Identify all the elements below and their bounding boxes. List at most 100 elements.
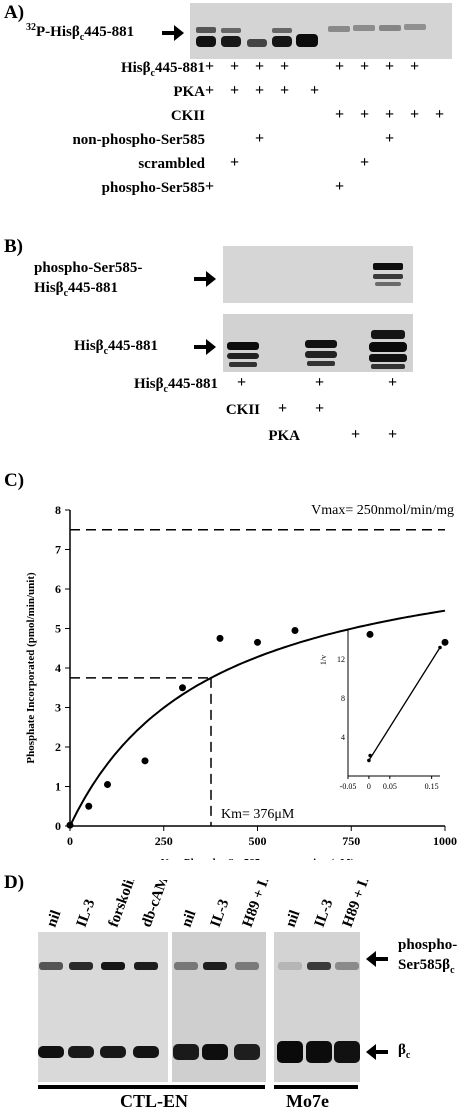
plus-mark: + <box>410 58 420 75</box>
plus-mark: + <box>335 106 345 123</box>
plus-mark: + <box>230 154 240 171</box>
x-axis-label: Non-Phospho-Ser585 concentration (uM) <box>161 857 355 860</box>
plus-mark: + <box>278 400 288 417</box>
phospho-band <box>335 962 359 970</box>
km-label: Km= 376μM <box>221 807 295 822</box>
plus-mark: + <box>255 82 265 99</box>
plus-mark: + <box>335 178 345 195</box>
plus-mark: + <box>360 154 370 171</box>
panel-a-arrow-icon <box>162 25 184 41</box>
y-tick-label: 8 <box>55 503 61 517</box>
panel-b-arrow-bottom-icon <box>194 339 216 355</box>
beta-c-band <box>334 1041 360 1063</box>
phospho-band <box>39 962 63 970</box>
inset-x-tick-label: 0.05 <box>383 782 397 791</box>
y-tick-label: 3 <box>55 701 61 715</box>
vmax-label: Vmax= 250nmol/min/mg <box>311 503 454 518</box>
data-point <box>216 634 224 642</box>
plus-mark: + <box>388 374 398 391</box>
plus-mark: + <box>315 374 325 391</box>
phospho-band <box>134 962 158 970</box>
x-tick-label: 1000 <box>433 834 457 848</box>
panel-b-gel-top <box>223 246 413 303</box>
lane-label: forskolin <box>106 880 141 929</box>
y-tick-label: 7 <box>55 543 61 557</box>
data-point <box>441 638 449 646</box>
panel-d-group1-label: CTL-EN <box>120 1091 189 1111</box>
inset-point <box>368 753 372 758</box>
plus-mark: + <box>255 130 265 147</box>
inset-x-tick-label: -0.05 <box>340 782 357 791</box>
beta-c-band <box>133 1046 159 1058</box>
panel-d-group1-bar <box>38 1085 265 1089</box>
data-point <box>179 684 186 692</box>
panel-a-row-label: CKII <box>170 108 205 124</box>
panel-a-row-label: PKA <box>173 84 205 100</box>
beta-c-band <box>306 1041 332 1063</box>
phospho-band <box>307 962 331 970</box>
plus-mark: + <box>385 130 395 147</box>
x-tick-label: 500 <box>249 834 267 848</box>
inset-x-tick-label: 0.15 <box>425 782 439 791</box>
y-axis-label: Phosphate Incorporated (pmol/min/unit) <box>25 572 37 764</box>
panel-b-letter: B) <box>4 236 23 257</box>
data-point <box>141 757 149 765</box>
panel-b-row-label: Hisβc445-881 <box>133 376 218 395</box>
inset-point <box>367 758 371 763</box>
inset-y-tick-label: 12 <box>337 655 345 664</box>
beta-c-band <box>68 1046 94 1058</box>
y-tick-label: 5 <box>55 622 61 636</box>
panel-c-letter: C) <box>4 470 25 491</box>
plus-mark: + <box>310 82 320 99</box>
data-point <box>104 781 111 789</box>
inset-x-tick-label: 0 <box>367 782 371 791</box>
panel-a-row-label: scrambled <box>138 156 205 172</box>
phospho-band <box>174 962 198 970</box>
panel-c-chart: 01234567802505007501000Non-Phospho-Ser58… <box>25 503 457 860</box>
plus-mark: + <box>237 374 247 391</box>
panel-b-gel-bottom <box>223 314 413 372</box>
panel-b-label-his: Hisβc445-881 <box>74 338 159 357</box>
gel-panel-1 <box>38 932 168 1082</box>
panel-a-row-label: non-phospho-Ser585 <box>72 132 205 148</box>
plus-mark: + <box>388 426 398 443</box>
inset-y-label: 1/v <box>319 655 328 665</box>
lane-label: H89 + IL-3 <box>240 880 279 929</box>
lane-label: IL-3 <box>208 897 233 929</box>
beta-c-band <box>277 1041 303 1063</box>
data-point <box>366 630 374 638</box>
plus-mark: + <box>280 58 290 75</box>
plus-mark: + <box>230 58 240 75</box>
panel-b-row-label: PKA <box>268 428 300 444</box>
beta-c-band <box>38 1046 64 1058</box>
plus-mark: + <box>410 106 420 123</box>
lane-label: db-cAMP <box>139 880 175 929</box>
inset-y-tick-label: 8 <box>341 694 345 703</box>
panel-d-arrow-bottom-icon <box>366 1044 388 1060</box>
beta-c-band <box>234 1044 260 1060</box>
panel-d-label-bc: βc <box>398 1042 411 1061</box>
y-tick-label: 6 <box>55 582 61 596</box>
plus-mark: + <box>205 178 215 195</box>
x-tick-label: 750 <box>342 834 360 848</box>
inset-fit-line <box>368 647 441 761</box>
panel-a-letter: A) <box>4 2 25 23</box>
panel-d-group2-bar <box>274 1085 358 1089</box>
plus-mark: + <box>230 82 240 99</box>
lane-label: nil <box>283 908 304 929</box>
x-tick-label: 0 <box>67 834 73 848</box>
fit-curve <box>69 609 446 827</box>
data-point <box>85 802 93 810</box>
plus-mark: + <box>315 400 325 417</box>
panel-b-label-phospho: phospho-Ser585- Hisβc445-881 <box>34 260 143 299</box>
inset-point <box>438 645 442 650</box>
beta-c-band <box>173 1044 199 1060</box>
plus-mark: + <box>351 426 361 443</box>
x-tick-label: 250 <box>155 834 173 848</box>
lane-label: IL-3 <box>74 897 99 929</box>
beta-c-band <box>100 1046 126 1058</box>
panel-a-row-label: Hisβc445-881 <box>120 60 205 79</box>
lane-label: H89 + IL-3 <box>340 880 379 929</box>
data-point <box>66 821 74 829</box>
